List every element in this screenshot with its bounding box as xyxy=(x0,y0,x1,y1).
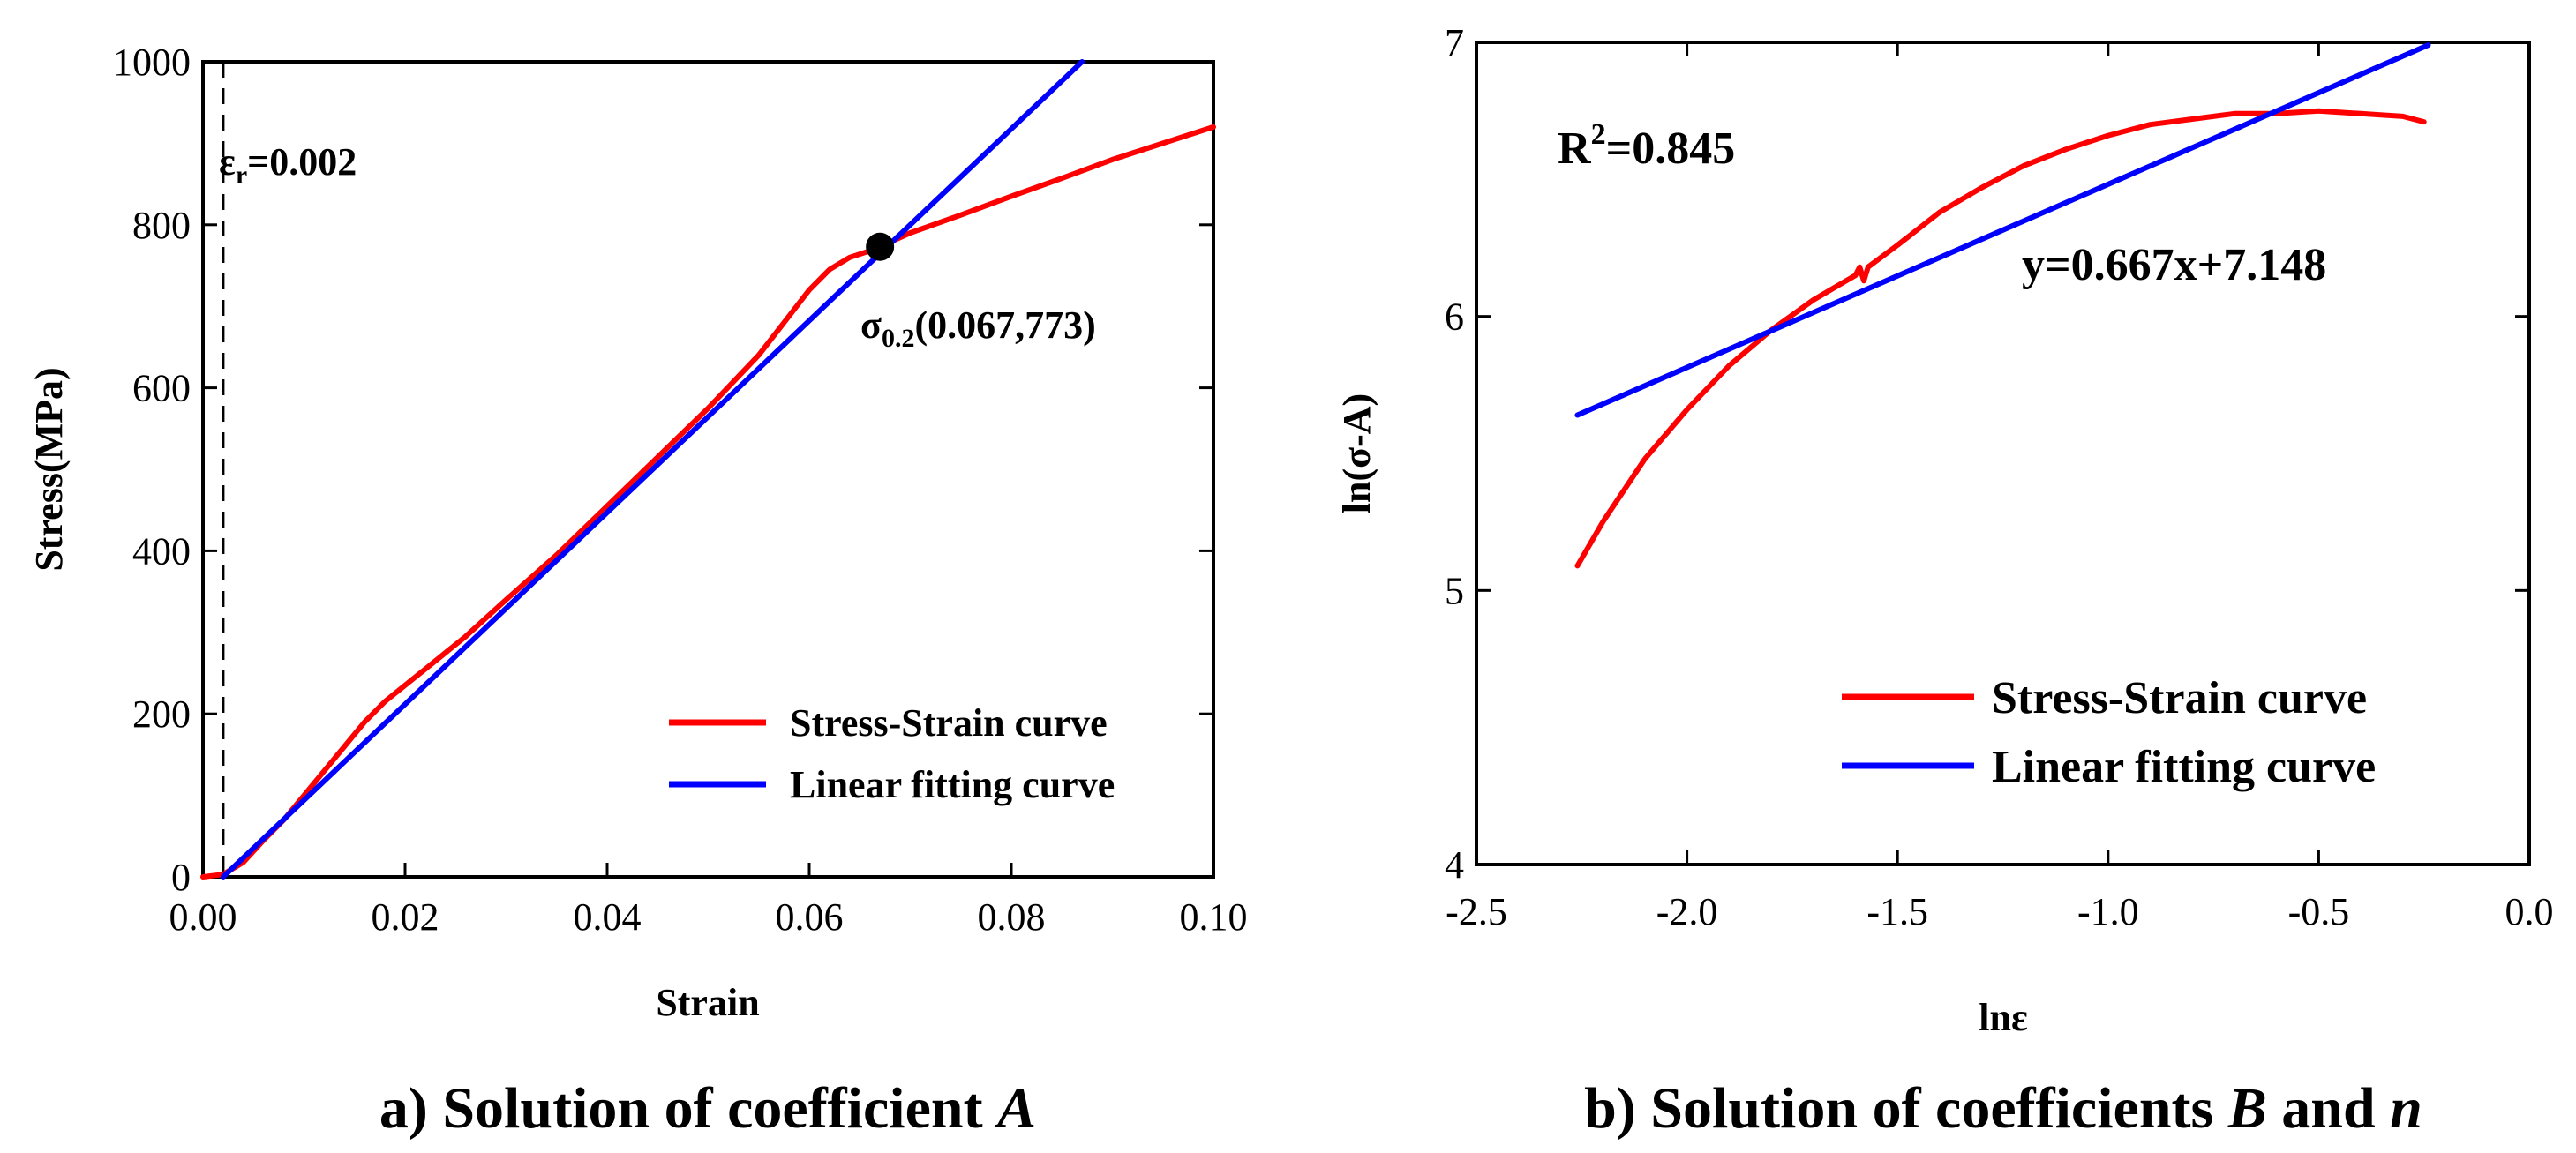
chart-b-legend-label-stress: Stress-Strain curve xyxy=(1992,673,2367,723)
chart-a-x-label: Strain xyxy=(656,981,759,1024)
x-tick-label: 0.06 xyxy=(776,895,844,939)
chart-b-y-label: ln(σ-A) xyxy=(1335,393,1378,513)
chart-a-y-tick-labels: 0 200 400 600 800 1000 xyxy=(113,41,191,899)
chart-b-series xyxy=(1574,42,2431,569)
y-tick-label: 1000 xyxy=(113,41,191,84)
x-tick-label: -2.5 xyxy=(1446,890,1507,933)
x-tick-label: -1.0 xyxy=(2077,890,2139,933)
x-tick-label: 0.04 xyxy=(574,895,642,939)
chart-a-y-label: Stress(MPa) xyxy=(27,367,71,571)
y-tick-label: 400 xyxy=(132,529,191,573)
x-tick-label: 0.00 xyxy=(169,895,237,939)
chart-b-caption-symbol-2: n xyxy=(2390,1076,2422,1141)
chart-a-frame xyxy=(201,60,1215,879)
chart-b-r-squared-value: =0.845 xyxy=(1606,124,1736,174)
y-tick-label: 7 xyxy=(1445,21,1464,64)
chart-a-series xyxy=(200,59,1216,880)
x-tick-label: 0.0 xyxy=(2505,890,2554,933)
chart-a-reference-label: εr=0.002 xyxy=(219,140,357,190)
chart-a-yield-point xyxy=(866,232,895,261)
chart-a-legend-label-linear: Linear fitting curve xyxy=(790,763,1115,806)
y-tick-label: 5 xyxy=(1445,569,1464,612)
chart-b-caption-text: b) Solution of coefficients xyxy=(1584,1076,2228,1141)
y-tick-label: 800 xyxy=(132,204,191,247)
chart-a-reference-label-value: =0.002 xyxy=(247,140,357,183)
chart-b-caption-symbol-1: B xyxy=(2227,1076,2267,1141)
x-tick-label: 0.10 xyxy=(1180,895,1248,939)
chart-a-point-label-sub: 0.2 xyxy=(882,324,915,353)
x-tick-label: -0.5 xyxy=(2288,890,2350,933)
chart-a-legend: Stress-Strain curve Linear fitting curve xyxy=(669,701,1115,806)
chart-a-caption-symbol: A xyxy=(994,1076,1036,1141)
series-line-linear-fit xyxy=(220,59,1085,880)
chart-a-point-label-symbol: σ xyxy=(860,303,882,347)
x-tick-label: 0.02 xyxy=(372,895,439,939)
series-line-stress-strain xyxy=(1574,108,2427,569)
y-tick-label: 0 xyxy=(171,856,191,899)
chart-a: 0.00 0.02 0.04 0.06 0.08 0.10 0 200 400 600 800 10… xyxy=(27,41,1248,1141)
series-line-stress-strain xyxy=(200,124,1216,880)
chart-a-caption: a) Solution of coefficient A xyxy=(379,1076,1036,1141)
chart-a-point-label-value: (0.067,773) xyxy=(914,303,1095,347)
chart-b-caption-mid: and xyxy=(2267,1076,2390,1141)
chart-a-reference-label-symbol: ε xyxy=(219,140,236,183)
chart-b-x-tick-labels: -2.5 -2.0 -1.5 -1.0 -0.5 0.0 xyxy=(1446,890,2553,933)
chart-a-legend-label-stress: Stress-Strain curve xyxy=(790,701,1108,745)
x-tick-label: -1.5 xyxy=(1866,890,1928,933)
chart-a-ticks xyxy=(201,60,1215,879)
chart-b-legend-label-linear: Linear fitting curve xyxy=(1992,742,2376,792)
chart-b-r-squared: R2=0.845 xyxy=(1558,118,1735,174)
chart-a-point-label: σ0.2(0.067,773) xyxy=(860,303,1096,353)
x-tick-label: -2.0 xyxy=(1656,890,1718,933)
chart-b: -2.5 -2.0 -1.5 -1.0 -0.5 0.0 4 5 6 7 R2=0.845 y=… xyxy=(1335,21,2554,1141)
chart-a-x-tick-labels: 0.00 0.02 0.04 0.06 0.08 0.10 xyxy=(169,895,1248,939)
chart-b-equation: y=0.667x+7.148 xyxy=(2022,240,2326,290)
chart-b-x-label: lnε xyxy=(1979,996,2028,1039)
chart-b-y-tick-labels: 4 5 6 7 xyxy=(1445,21,1464,887)
chart-b-caption: b) Solution of coefficients B and n xyxy=(1584,1076,2422,1141)
chart-b-legend: Stress-Strain curve Linear fitting curve xyxy=(1842,673,2376,792)
chart-b-ticks xyxy=(1475,41,2531,866)
y-tick-label: 200 xyxy=(132,693,191,736)
x-tick-label: 0.08 xyxy=(978,895,1046,939)
series-line-linear-fit xyxy=(1574,42,2431,418)
chart-a-reference-label-sub: r xyxy=(236,161,247,190)
y-tick-label: 4 xyxy=(1445,843,1464,887)
chart-b-frame xyxy=(1475,41,2531,866)
y-tick-label: 600 xyxy=(132,367,191,410)
chart-a-caption-text: a) Solution of coefficient xyxy=(379,1076,997,1141)
chart-b-r-squared-sup: 2 xyxy=(1591,118,1606,151)
chart-b-r-squared-symbol: R xyxy=(1558,124,1592,174)
y-tick-label: 6 xyxy=(1445,296,1464,339)
